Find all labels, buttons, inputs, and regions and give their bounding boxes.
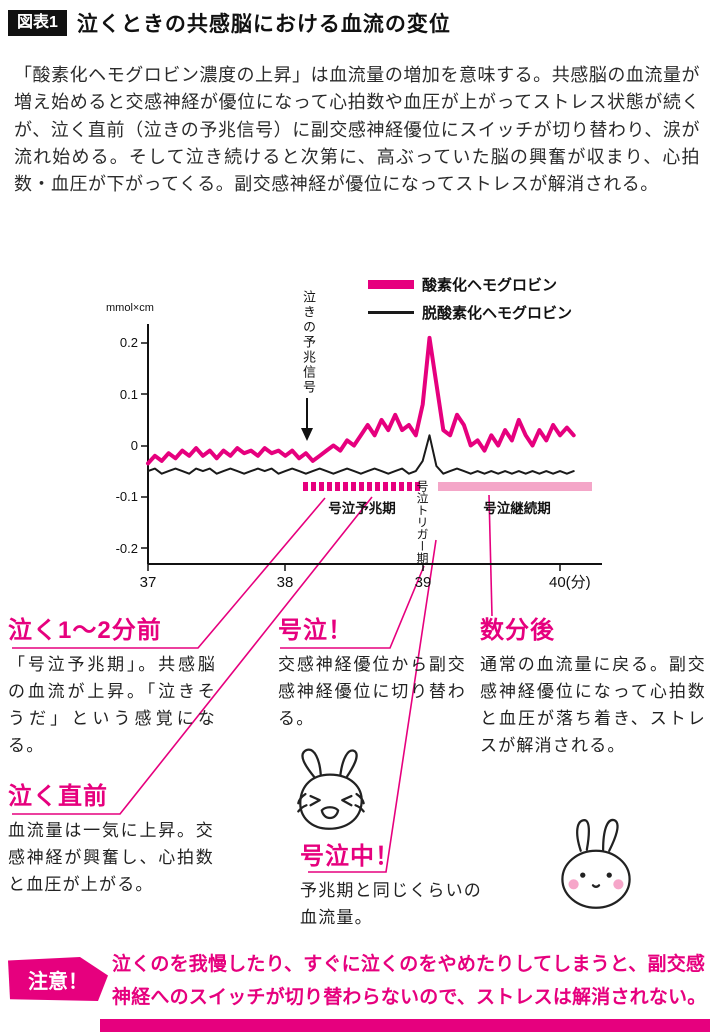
x-tick-label: 39 xyxy=(415,574,432,591)
connector-while-crying xyxy=(308,539,437,873)
caution-text: 泣くのを我慢したり、すぐに泣くのをやめたりしてしまうと、副交感神経へのスイッチが… xyxy=(112,954,707,1009)
deoxygenated-line-swatch xyxy=(368,311,414,314)
callout-body-1-2min-before: 「号泣予兆期」。共感脳の血流が上昇。「泣きそうだ」という感覚になる。 xyxy=(8,655,216,755)
x-tick-label: 37 xyxy=(140,574,157,591)
pre-crying-period-bar xyxy=(303,482,421,491)
caution-label-text: 注意！ xyxy=(28,970,88,993)
connector-just-before-crying xyxy=(12,496,373,815)
header: 図表1 泣くときの共感脳における血流の変位 xyxy=(8,8,451,38)
legend-label-oxygenated: 酸素化ヘモグロビン xyxy=(422,277,558,294)
calm-rabbit-illustration xyxy=(561,818,631,909)
y-tick-label: -0.1 xyxy=(116,489,138,504)
callout-heading-minutes-later: 数分後 xyxy=(480,617,555,644)
connector-crying-start xyxy=(280,565,425,649)
y-axis-unit-label: mmol×cm xyxy=(106,302,154,314)
trigger-period-label: 号泣トリガー期 xyxy=(415,480,429,564)
blood-flow-chart: 酸素化ヘモグロビン 脱酸素化ヘモグロビン mmol×cm 0.2 0.1 0 -… xyxy=(0,268,710,598)
connector-pre-crying xyxy=(12,497,326,649)
callout-heading-crying-start: 号泣！ xyxy=(278,617,353,644)
connector-minutes-later xyxy=(488,494,493,617)
oxygenated-hemoglobin-line xyxy=(146,335,576,466)
chart-legend: 酸素化ヘモグロビン 脱酸素化ヘモグロビン xyxy=(368,274,572,323)
y-tick-label: 0 xyxy=(131,438,138,453)
callout-body-while-crying: 予兆期と同じくらいの血流量。 xyxy=(300,881,482,927)
pre-crying-period-label: 号泣予兆期 xyxy=(328,501,396,516)
callout-body-minutes-later: 通常の血流量に戻る。副交感神経優位になって心拍数と血圧が落ち着き、ストレスが解消… xyxy=(480,655,706,755)
deoxygenated-hemoglobin-line xyxy=(147,434,575,475)
signal-arrow-head xyxy=(301,428,313,441)
bottom-accent-strip xyxy=(100,1019,710,1032)
y-tick-label: 0.2 xyxy=(120,335,138,350)
y-tick-label: -0.2 xyxy=(116,541,138,556)
y-tick-label: 0.1 xyxy=(120,387,138,402)
oxygenated-line-swatch xyxy=(368,280,414,289)
callout-heading-just-before: 泣く直前 xyxy=(8,783,108,810)
crying-rabbit-illustration xyxy=(297,748,365,830)
figure-title: 泣くときの共感脳における血流の変位 xyxy=(76,13,451,36)
x-tick-label: 38 xyxy=(277,574,294,591)
x-tick-label: 40(分) xyxy=(549,574,591,591)
crying-signal-label: 泣きの予兆信号 xyxy=(301,290,316,395)
crying-period-bar xyxy=(438,482,592,491)
callout-heading-1-2min-before: 泣く1〜2分前 xyxy=(8,617,162,644)
legend-item-deoxygenated: 脱酸素化ヘモグロビン xyxy=(368,302,572,323)
callout-body-just-before: 血流量は一気に上昇。交感神経が興奮し、心拍数と血圧が上がる。 xyxy=(8,821,214,894)
chart-plot: 0.2 0.1 0 -0.1 -0.2 37 38 39 40(分) xyxy=(116,324,602,591)
intro-paragraph: 「酸素化ヘモグロビン濃度の上昇」は血流量の増加を意味する。共感脳の血流量が増え始… xyxy=(14,65,700,195)
callout-heading-while-crying: 号泣中！ xyxy=(300,843,400,870)
legend-label-deoxygenated: 脱酸素化ヘモグロビン xyxy=(422,305,573,322)
caution-label: 注意！ xyxy=(8,957,108,1001)
figure-number-tag: 図表1 xyxy=(8,10,67,36)
callout-body-crying-start: 交感神経優位から副交感神経優位に切り替わる。 xyxy=(278,655,466,728)
legend-item-oxygenated: 酸素化ヘモグロビン xyxy=(368,274,572,295)
crying-period-label: 号泣継続期 xyxy=(483,501,551,516)
